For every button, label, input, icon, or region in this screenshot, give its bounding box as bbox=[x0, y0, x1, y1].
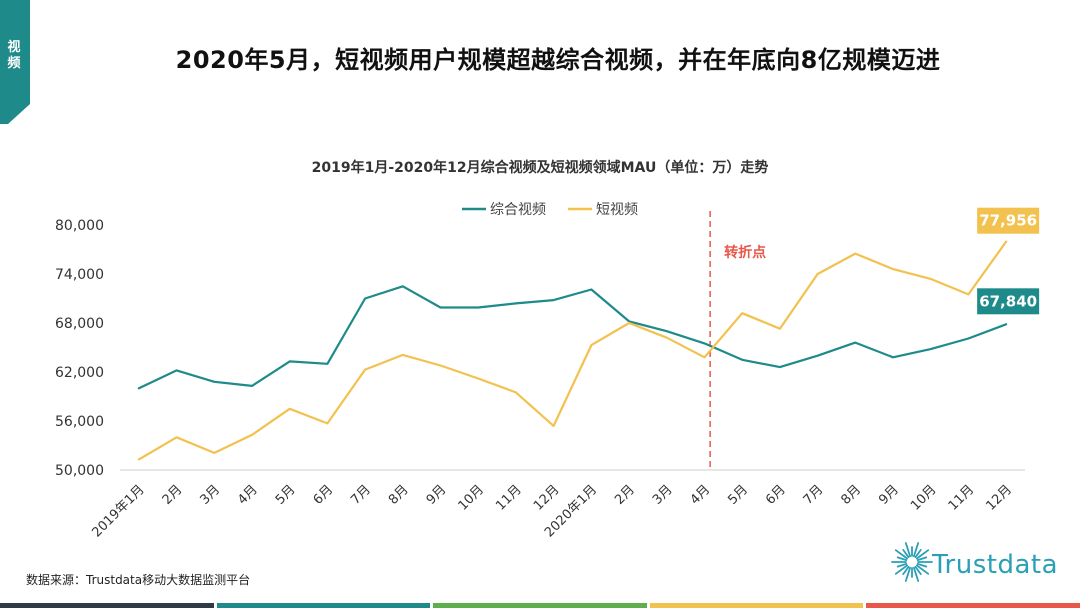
footer-color-bar bbox=[216, 603, 431, 608]
y-tick-label: 80,000 bbox=[55, 218, 104, 234]
y-tick-label: 74,000 bbox=[55, 267, 104, 283]
x-tick-label: 8月 bbox=[838, 482, 864, 508]
sunburst-ray bbox=[896, 562, 908, 568]
turning-point-label: 转折点 bbox=[724, 244, 766, 261]
x-tick-label: 11月 bbox=[946, 482, 977, 513]
legend-label: 短视频 bbox=[596, 202, 638, 218]
sunburst-ray bbox=[916, 556, 928, 562]
x-tick-label: 5月 bbox=[273, 482, 299, 508]
x-tick-label: 9月 bbox=[876, 482, 902, 508]
sunburst-ray bbox=[915, 549, 930, 560]
sunburst-ray bbox=[916, 562, 928, 568]
x-tick-label: 2月 bbox=[160, 482, 186, 508]
end-value-label: 77,956 bbox=[979, 212, 1037, 230]
end-value-label: 67,840 bbox=[979, 292, 1037, 310]
section-tag: 视频 bbox=[0, 0, 36, 124]
x-tick-label: 9月 bbox=[424, 482, 450, 508]
x-tick-label: 2月 bbox=[612, 482, 638, 508]
x-tick-label: 7月 bbox=[801, 482, 827, 508]
x-tick-label: 11月 bbox=[493, 482, 524, 513]
x-tick-label: 12月 bbox=[983, 482, 1014, 513]
data-source: 数据来源：Trustdata移动大数据监测平台 bbox=[26, 573, 251, 587]
x-tick-label: 6月 bbox=[763, 482, 789, 508]
legend-label: 综合视频 bbox=[490, 202, 546, 218]
sunburst-ray bbox=[894, 564, 909, 575]
y-tick-label: 62,000 bbox=[55, 365, 104, 381]
sunburst-ray bbox=[914, 566, 922, 575]
footer-color-bar bbox=[649, 603, 864, 608]
sunburst-ray bbox=[914, 548, 922, 559]
footer-color-bar bbox=[433, 603, 647, 608]
chart-title: 2019年1月-2020年12月综合视频及短视频领域MAU（单位：万）走势 bbox=[311, 160, 769, 176]
sunburst-icon bbox=[891, 542, 933, 582]
footer-color-bar bbox=[0, 603, 214, 608]
x-tick-label: 6月 bbox=[311, 482, 337, 508]
x-tick-label: 10月 bbox=[908, 482, 939, 513]
sunburst-ray bbox=[912, 542, 920, 558]
x-tick-label: 10月 bbox=[456, 482, 487, 513]
sunburst-ray bbox=[902, 548, 910, 559]
sunburst-ray bbox=[904, 542, 912, 558]
y-tick-label: 68,000 bbox=[55, 316, 104, 332]
page-title: 2020年5月，短视频用户规模超越综合视频，并在年底向8亿规模迈进 bbox=[175, 46, 941, 74]
x-tick-label: 8月 bbox=[386, 482, 412, 508]
end-value-box bbox=[977, 288, 1040, 315]
sunburst-ray bbox=[896, 556, 908, 562]
x-tick-label: 3月 bbox=[197, 482, 223, 508]
x-tick-label: 3月 bbox=[650, 482, 676, 508]
sunburst-ray bbox=[912, 566, 920, 582]
y-tick-label: 50,000 bbox=[55, 463, 104, 479]
line-chart: 50,000 56,000 62,000 68,000 74,000 80,000 2019… bbox=[55, 202, 1040, 540]
section-tag-shape bbox=[0, 0, 30, 124]
footer-color-bar bbox=[866, 603, 1080, 608]
sunburst-ray bbox=[915, 564, 930, 575]
brand-name: Trustdata bbox=[932, 550, 1059, 580]
section-tag-label: 视频 bbox=[7, 40, 21, 71]
series-line-comprehensive-video bbox=[137, 285, 1008, 390]
end-value-box bbox=[977, 207, 1040, 234]
x-tick-label: 5月 bbox=[725, 482, 751, 508]
x-tick-label: 7月 bbox=[348, 482, 374, 508]
x-tick-label: 2019年1月 bbox=[89, 482, 147, 540]
sunburst-ray bbox=[894, 549, 909, 560]
sunburst-ray bbox=[904, 566, 912, 582]
footer-color-bars bbox=[0, 603, 1080, 608]
y-tick-label: 56,000 bbox=[55, 414, 104, 430]
x-tick-label: 4月 bbox=[688, 482, 714, 508]
brand-logo: Trustdata bbox=[890, 534, 1070, 594]
x-tick-label: 4月 bbox=[235, 482, 261, 508]
sunburst-ray bbox=[902, 566, 910, 575]
x-tick-label: 12月 bbox=[531, 482, 562, 513]
series-line-short-video bbox=[137, 240, 1008, 461]
